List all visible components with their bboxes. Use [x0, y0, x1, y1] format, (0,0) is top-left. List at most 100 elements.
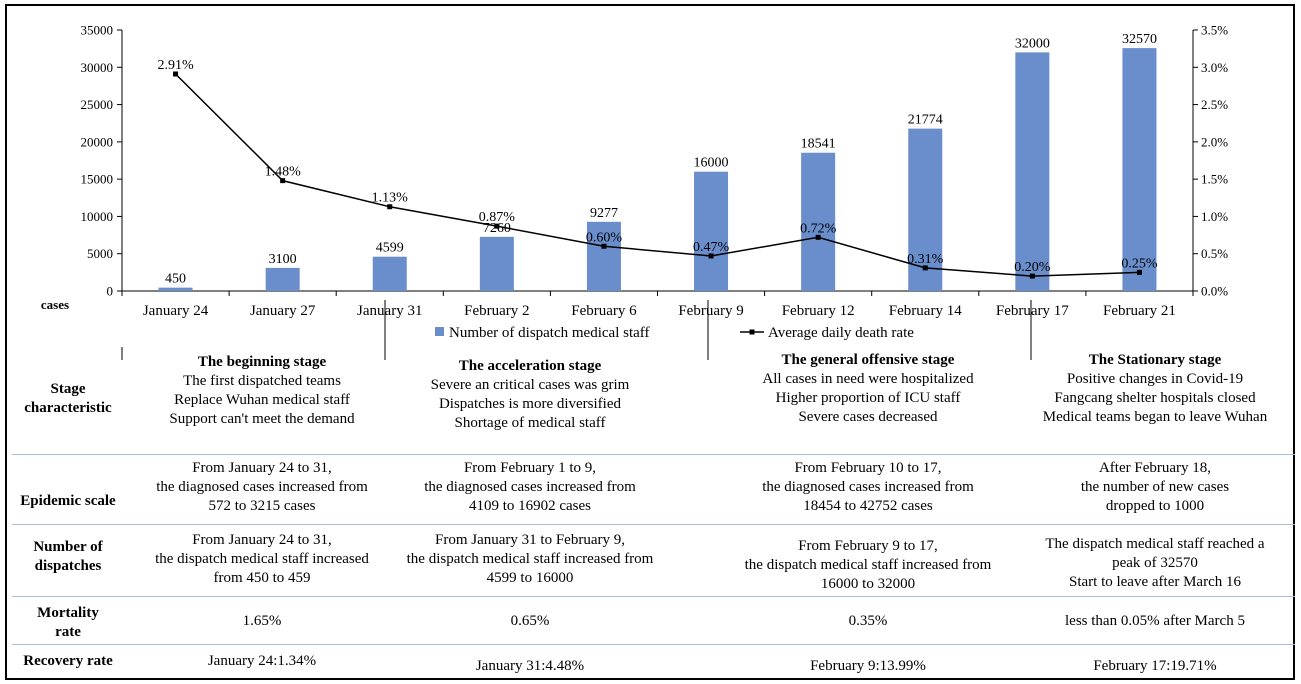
- epidemic-scale-line: 18454 to 42752 cases: [803, 498, 933, 514]
- x-tick-label: January 27: [250, 303, 316, 319]
- recovery-cell: January 24:1.34%: [112, 652, 412, 671]
- dispatches-line: The dispatch medical staff reached a: [1045, 536, 1265, 552]
- stage-cell: The Stationary stage Positive changes in …: [1005, 351, 1301, 427]
- stage-cell: The acceleration stage Severe an critical…: [380, 357, 680, 433]
- bar-data-label: 9277: [590, 206, 618, 221]
- epidemic-scale-line: From February 1 to 9,: [463, 460, 597, 476]
- row-label-text: rate: [55, 624, 81, 640]
- epidemic-scale-line: the diagnosed cases increased from: [424, 479, 636, 495]
- row-separator: [12, 524, 1295, 525]
- stage-characteristic-line: Medical teams began to leave Wuhan: [1042, 409, 1268, 425]
- dispatches-line: From February 9 to 17,: [798, 538, 938, 554]
- epidemic-scale-line: dropped to 1000: [1105, 498, 1205, 514]
- x-tick-label: February 17: [996, 303, 1069, 319]
- bar: [586, 221, 621, 291]
- line-point: [280, 178, 286, 184]
- bar-data-label: 4599: [376, 241, 404, 256]
- dispatches-line: the dispatch medical staff increased: [155, 551, 369, 567]
- row-label-text: Mortality: [37, 605, 99, 621]
- epidemic-scale-line: 4109 to 16902 cases: [468, 498, 592, 514]
- right-tick-label: 1.5%: [1201, 172, 1228, 187]
- stage-characteristic-line: Support can't meet the demand: [169, 411, 355, 427]
- x-tick-label: February 2: [464, 303, 529, 319]
- stage-characteristic-line: The first dispatched teams: [183, 373, 341, 389]
- epidemic-scale-line: the diagnosed cases increased from: [762, 479, 974, 495]
- left-tick-label: 25000: [81, 97, 114, 112]
- death-rate-line: [175, 73, 1140, 277]
- x-tick-label: February 14: [889, 303, 962, 319]
- x-tick-label: January 24: [143, 303, 209, 319]
- left-tick-label: 20000: [81, 134, 114, 149]
- stage-characteristic-line: Fangcang shelter hospitals closed: [1054, 390, 1256, 406]
- chart-axes: 0 5000 10000 15000 20000 25000 30000 35000 0.0% 0…: [41, 23, 1228, 360]
- bar-series: 4503100459972609277160001854121774320003…: [158, 32, 1157, 292]
- mortality-cell: 0.35%: [718, 612, 1018, 631]
- legend-bar-label: Number of dispatch medical staff: [449, 325, 650, 341]
- stage-characteristic-line: Positive changes in Covid-19: [1066, 371, 1244, 387]
- recovery-value: January 24:1.34%: [207, 653, 317, 669]
- row-label-number-of-dispatches: Number of dispatches: [8, 538, 128, 576]
- bar: [265, 267, 300, 291]
- line-data-label: 0.20%: [1014, 260, 1051, 275]
- line-data-label: 2.91%: [157, 58, 194, 73]
- row-label-recovery-rate: Recovery rate: [8, 652, 128, 671]
- stage-title: The general offensive stage: [781, 352, 955, 368]
- line-series: 2.91% 1.48% 1.13% 0.87% 0.60% 0.47% 0.72% 0.31%…: [157, 58, 1158, 279]
- legend-bar-swatch: [435, 327, 444, 336]
- epidemic-scale-cell: From February 1 to 9, the diagnosed cases…: [380, 459, 680, 516]
- mortality-value: 0.35%: [848, 613, 888, 629]
- mortality-cell: less than 0.05% after March 5: [1005, 612, 1301, 631]
- line-data-label: 0.25%: [1121, 256, 1158, 271]
- bar-data-label: 450: [165, 272, 186, 287]
- right-tick-label: 2.0%: [1201, 134, 1228, 149]
- dispatches-line: from 450 to 459: [213, 570, 311, 586]
- line-point: [1136, 269, 1142, 275]
- epidemic-scale-line: From January 24 to 31,: [192, 460, 332, 476]
- bar: [1122, 48, 1157, 292]
- bar-data-label: 18541: [801, 137, 836, 152]
- stage-characteristic-line: All cases in need were hospitalized: [762, 371, 974, 387]
- bar-data-label: 21774: [908, 113, 943, 128]
- mortality-value: 1.65%: [242, 613, 282, 629]
- stage-title: The beginning stage: [197, 354, 327, 370]
- bar: [1015, 52, 1050, 291]
- combo-chart: 0 5000 10000 15000 20000 25000 30000 35000 0.0% 0…: [41, 23, 1228, 360]
- line-point: [708, 253, 714, 259]
- right-tick-label: 0.0%: [1201, 284, 1228, 299]
- mortality-value: less than 0.05% after March 5: [1065, 613, 1245, 629]
- bar: [694, 171, 729, 291]
- row-label-mortality-rate: Mortality rate: [8, 604, 128, 642]
- bar-data-label: 32570: [1122, 32, 1157, 47]
- bar: [372, 256, 407, 291]
- row-label-text: Stage: [50, 381, 86, 397]
- dispatches-line: From January 31 to February 9,: [435, 532, 625, 548]
- line-point: [1029, 273, 1035, 279]
- epidemic-scale-line: After February 18,: [1098, 460, 1212, 476]
- bar: [479, 236, 514, 291]
- line-data-label: 0.31%: [907, 252, 944, 267]
- recovery-cell: February 9:13.99%: [718, 657, 1018, 676]
- x-tick-label: February 9: [678, 303, 743, 319]
- stage-title: The acceleration stage: [458, 358, 602, 374]
- recovery-cell: January 31:4.48%: [380, 657, 680, 676]
- line-data-label: 1.13%: [372, 191, 409, 206]
- chart-legend: Number of dispatch medical staff Average …: [435, 325, 914, 341]
- row-label-text: Number of: [33, 539, 103, 555]
- row-separator: [12, 596, 1295, 597]
- mortality-cell: 1.65%: [112, 612, 412, 631]
- bar: [801, 152, 836, 291]
- dispatches-line: peak of 32570: [1112, 555, 1198, 571]
- dispatches-cell: From January 24 to 31, the dispatch medic…: [92, 531, 432, 588]
- epidemic-scale-cell: After February 18, the number of new case…: [1005, 459, 1301, 516]
- line-data-label: 0.60%: [586, 230, 623, 245]
- legend-line-label: Average daily death rate: [768, 325, 914, 341]
- row-separator: [12, 454, 1295, 455]
- stage-cell: The beginning stage The first dispatched …: [112, 353, 412, 429]
- epidemic-scale-cell: From February 10 to 17, the diagnosed cas…: [718, 459, 1018, 516]
- left-tick-label: 30000: [81, 60, 114, 75]
- line-point: [387, 204, 393, 210]
- bar: [158, 287, 193, 291]
- mortality-value: 0.65%: [510, 613, 550, 629]
- right-tick-label: 1.0%: [1201, 209, 1228, 224]
- bar-data-label: 16000: [694, 156, 729, 171]
